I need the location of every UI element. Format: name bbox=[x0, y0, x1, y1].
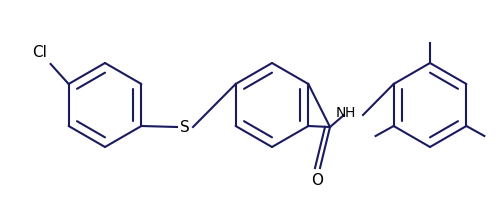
Text: H: H bbox=[345, 106, 356, 120]
Text: Cl: Cl bbox=[32, 45, 46, 60]
Text: O: O bbox=[311, 173, 323, 188]
Text: S: S bbox=[180, 119, 190, 134]
Text: N: N bbox=[336, 106, 346, 120]
